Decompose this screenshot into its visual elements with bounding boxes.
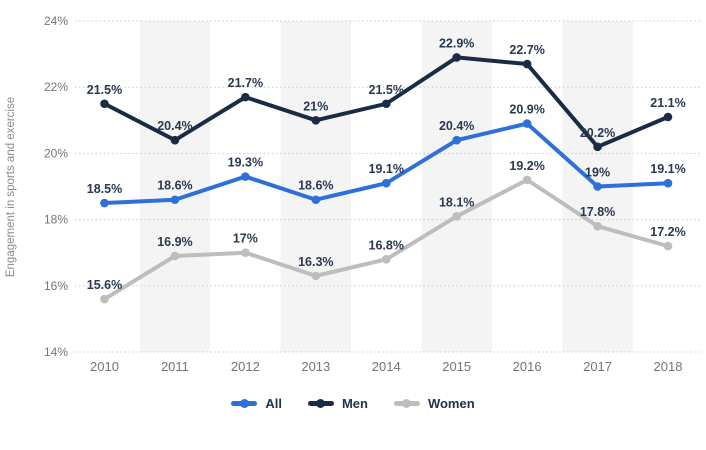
x-axis-tick-label: 2018 [654,359,683,374]
data-point-all[interactable] [593,182,602,191]
data-label-men: 20.4% [157,119,192,133]
x-axis-tick-label: 2017 [583,359,612,374]
data-point-women[interactable] [170,251,180,261]
x-axis-tick-label: 2013 [301,359,330,374]
data-label-women: 17% [233,232,258,246]
data-label-all: 19.1% [650,162,685,176]
y-axis-tick-label: 18% [44,213,68,227]
data-label-women: 15.6% [87,278,122,292]
data-point-women[interactable] [452,211,461,221]
data-point-men[interactable] [381,99,391,109]
data-label-women: 16.8% [369,238,404,252]
data-label-all: 20.4% [439,119,474,133]
data-label-men: 21.5% [369,83,404,97]
legend-item-women[interactable]: Women [393,396,475,411]
data-label-all: 19.1% [369,162,404,176]
data-label-all: 19.3% [228,156,263,170]
legend-line-dot-icon [393,399,420,409]
data-label-men: 22.7% [509,43,544,57]
data-point-all[interactable] [452,135,461,145]
data-point-women[interactable] [522,175,532,185]
data-label-men: 21.1% [650,96,685,110]
data-point-all[interactable] [170,195,180,205]
data-label-women: 17.2% [650,225,685,239]
data-label-women: 18.1% [439,195,474,209]
data-point-men[interactable] [241,92,250,102]
data-point-women[interactable] [311,271,321,281]
data-label-women: 19.2% [509,159,544,173]
background-band [421,21,492,352]
data-label-men: 21.5% [87,83,122,97]
data-point-all[interactable] [522,119,532,128]
legend-line-dot-icon [307,399,334,409]
data-label-all: 18.5% [87,182,122,196]
data-point-men[interactable] [663,112,673,122]
x-axis-tick-label: 2010 [90,359,119,374]
data-label-all: 18.6% [157,179,192,193]
x-axis-tick-label: 2011 [161,359,189,374]
legend-line-dot-icon [231,399,258,409]
y-axis-title: Engagement in sports and exercise [5,97,17,277]
legend-label: All [265,396,282,411]
y-axis-tick-label: 16% [44,279,68,293]
x-axis-tick-label: 2016 [513,359,542,374]
chart-plot-area: 14% 16% 18% 20% 22% 24% 2010 2011 2012 2013 2014 20… [5,14,702,374]
data-label-men: 21.7% [228,76,263,90]
data-label-women: 16.3% [298,255,333,269]
data-point-men[interactable] [170,135,180,145]
legend-item-men[interactable]: Men [307,396,368,411]
y-axis-tick-label: 20% [44,146,68,160]
data-label-men: 21% [303,99,328,113]
legend-item-all[interactable]: All [231,396,282,411]
data-label-all: 19% [585,166,610,180]
legend-label: Women [427,396,475,411]
data-label-all: 18.6% [298,179,333,193]
data-point-all[interactable] [100,198,109,208]
background-band [139,21,211,352]
data-point-women[interactable] [663,241,673,251]
data-label-women: 16.9% [157,235,192,249]
data-point-men[interactable] [593,142,602,152]
data-point-men[interactable] [311,116,321,125]
chart-legend: All Men Women [0,396,706,411]
data-point-women[interactable] [100,294,109,304]
data-label-all: 20.9% [509,103,544,117]
x-axis-tick-label: 2014 [372,359,401,374]
data-point-women[interactable] [241,248,250,257]
data-label-women: 17.8% [580,205,615,219]
x-axis-tick-label: 2012 [231,359,260,374]
data-label-men: 22.9% [439,36,474,50]
y-axis-tick-label: 14% [44,345,68,359]
x-axis-tick-label: 2015 [442,359,471,374]
data-point-men[interactable] [100,99,109,109]
data-point-all[interactable] [663,178,673,188]
y-axis-tick-label: 22% [44,80,68,94]
legend-label: Men [341,396,368,411]
background-band [280,21,352,352]
data-point-all[interactable] [381,178,391,188]
y-axis-tick-label: 24% [44,14,68,28]
data-point-men[interactable] [522,59,532,69]
data-point-women[interactable] [381,255,391,264]
data-label-men: 20.2% [580,126,615,140]
data-point-all[interactable] [311,195,321,205]
data-point-men[interactable] [452,53,461,62]
data-point-all[interactable] [241,172,250,181]
data-point-women[interactable] [593,221,602,231]
